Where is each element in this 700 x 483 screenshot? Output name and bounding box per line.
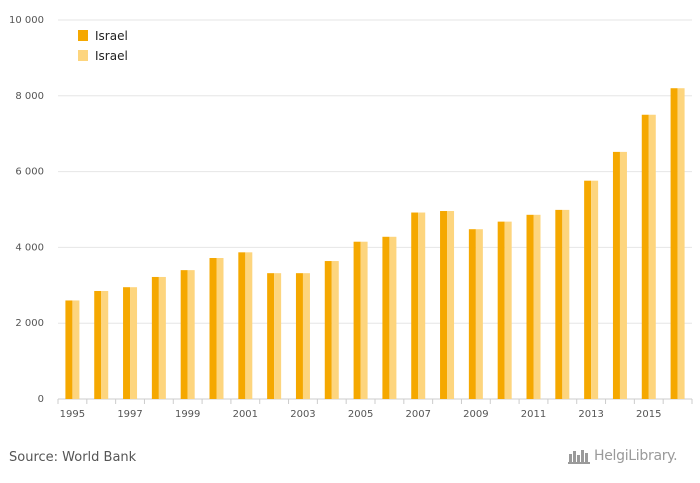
source-note: Source: World Bank <box>9 450 137 465</box>
legend-label: Israel <box>95 49 128 63</box>
bar-2008-series-1 <box>440 211 448 399</box>
y-tick-label: 8 000 <box>15 91 44 102</box>
y-tick-label: 2 000 <box>15 318 44 329</box>
bar-2009-series-2 <box>475 229 483 399</box>
bar-1996-series-2 <box>101 290 109 399</box>
bar-2005-series-2 <box>360 241 368 399</box>
y-tick-label: 10 000 <box>9 15 44 26</box>
bar-2001-series-2 <box>245 252 253 399</box>
bar-2014-series-1 <box>612 151 620 399</box>
x-tick-label: 2009 <box>463 409 488 420</box>
bar-1998-series-2 <box>158 276 166 399</box>
bar-chart: 0 2 000 4 000 6 000 8 000 10 000 1995 1997 1999… <box>9 15 693 420</box>
bar-2001-series-1 <box>238 252 246 399</box>
x-tick-label: 2011 <box>521 409 546 420</box>
bar-2016-series-1 <box>670 88 678 399</box>
x-tick-label: 2003 <box>290 409 315 420</box>
bar-2009-series-1 <box>468 229 476 399</box>
x-axis: 1995 1997 1999 2001 2003 2005 2007 2009 2011 2013… <box>57 399 693 420</box>
bar-2014-series-2 <box>619 151 627 399</box>
bar-2005-series-1 <box>353 241 361 399</box>
legend-swatch <box>78 50 88 61</box>
bar-1996-series-1 <box>94 290 102 399</box>
bar-2013-series-1 <box>584 180 592 399</box>
bar-1997-series-1 <box>123 287 131 399</box>
x-tick-label: 1997 <box>117 409 142 420</box>
bar-2015-series-2 <box>648 114 656 399</box>
y-axis-ticks: 0 2 000 4 000 6 000 8 000 10 000 <box>9 15 44 405</box>
bar-2003-series-2 <box>302 273 310 399</box>
y-tick-label: 0 <box>38 394 44 405</box>
city-skyline-icon <box>568 450 590 464</box>
bar-2015-series-1 <box>641 114 649 399</box>
bar-2006-series-1 <box>382 236 390 399</box>
legend: Israel Israel <box>78 29 128 63</box>
bar-2010-series-1 <box>497 221 505 399</box>
bar-2007-series-2 <box>418 212 426 399</box>
bar-2013-series-2 <box>591 180 599 399</box>
bar-2000-series-2 <box>216 258 224 399</box>
bar-2004-series-1 <box>324 261 332 399</box>
bar-2012-series-1 <box>555 209 563 399</box>
logo-text: HelgiLibrary. <box>594 448 678 464</box>
bar-2002-series-2 <box>274 273 282 399</box>
bar-2011-series-2 <box>533 214 541 399</box>
y-tick-label: 6 000 <box>15 167 44 178</box>
x-tick-label: 2007 <box>406 409 431 420</box>
x-tick-label: 1995 <box>60 409 85 420</box>
bar-1995-series-1 <box>65 300 73 399</box>
helgi-library-logo: HelgiLibrary. <box>568 448 678 464</box>
x-tick-label: 2005 <box>348 409 373 420</box>
bar-2008-series-2 <box>447 211 455 399</box>
x-tick-label: 2015 <box>636 409 661 420</box>
bar-1998-series-1 <box>151 276 159 399</box>
bar-1999-series-1 <box>180 270 188 399</box>
bar-2012-series-2 <box>562 209 570 399</box>
bar-2002-series-1 <box>267 273 275 399</box>
x-tick-label: 2001 <box>233 409 258 420</box>
legend-label: Israel <box>95 29 128 43</box>
legend-swatch <box>78 30 88 41</box>
bar-2000-series-1 <box>209 258 217 399</box>
bar-2010-series-2 <box>504 221 512 399</box>
bar-2004-series-2 <box>331 261 339 399</box>
bar-2003-series-1 <box>295 273 303 399</box>
bar-2016-series-2 <box>677 88 685 399</box>
x-tick-label: 1999 <box>175 409 200 420</box>
bar-1997-series-2 <box>130 287 138 399</box>
bar-2007-series-1 <box>411 212 419 399</box>
x-tick-label: 2013 <box>578 409 603 420</box>
bar-2011-series-1 <box>526 214 534 399</box>
bar-1999-series-2 <box>187 270 195 399</box>
y-tick-label: 4 000 <box>15 242 44 253</box>
bar-1995-series-2 <box>72 300 80 399</box>
bars <box>65 88 685 399</box>
bar-2006-series-2 <box>389 236 397 399</box>
